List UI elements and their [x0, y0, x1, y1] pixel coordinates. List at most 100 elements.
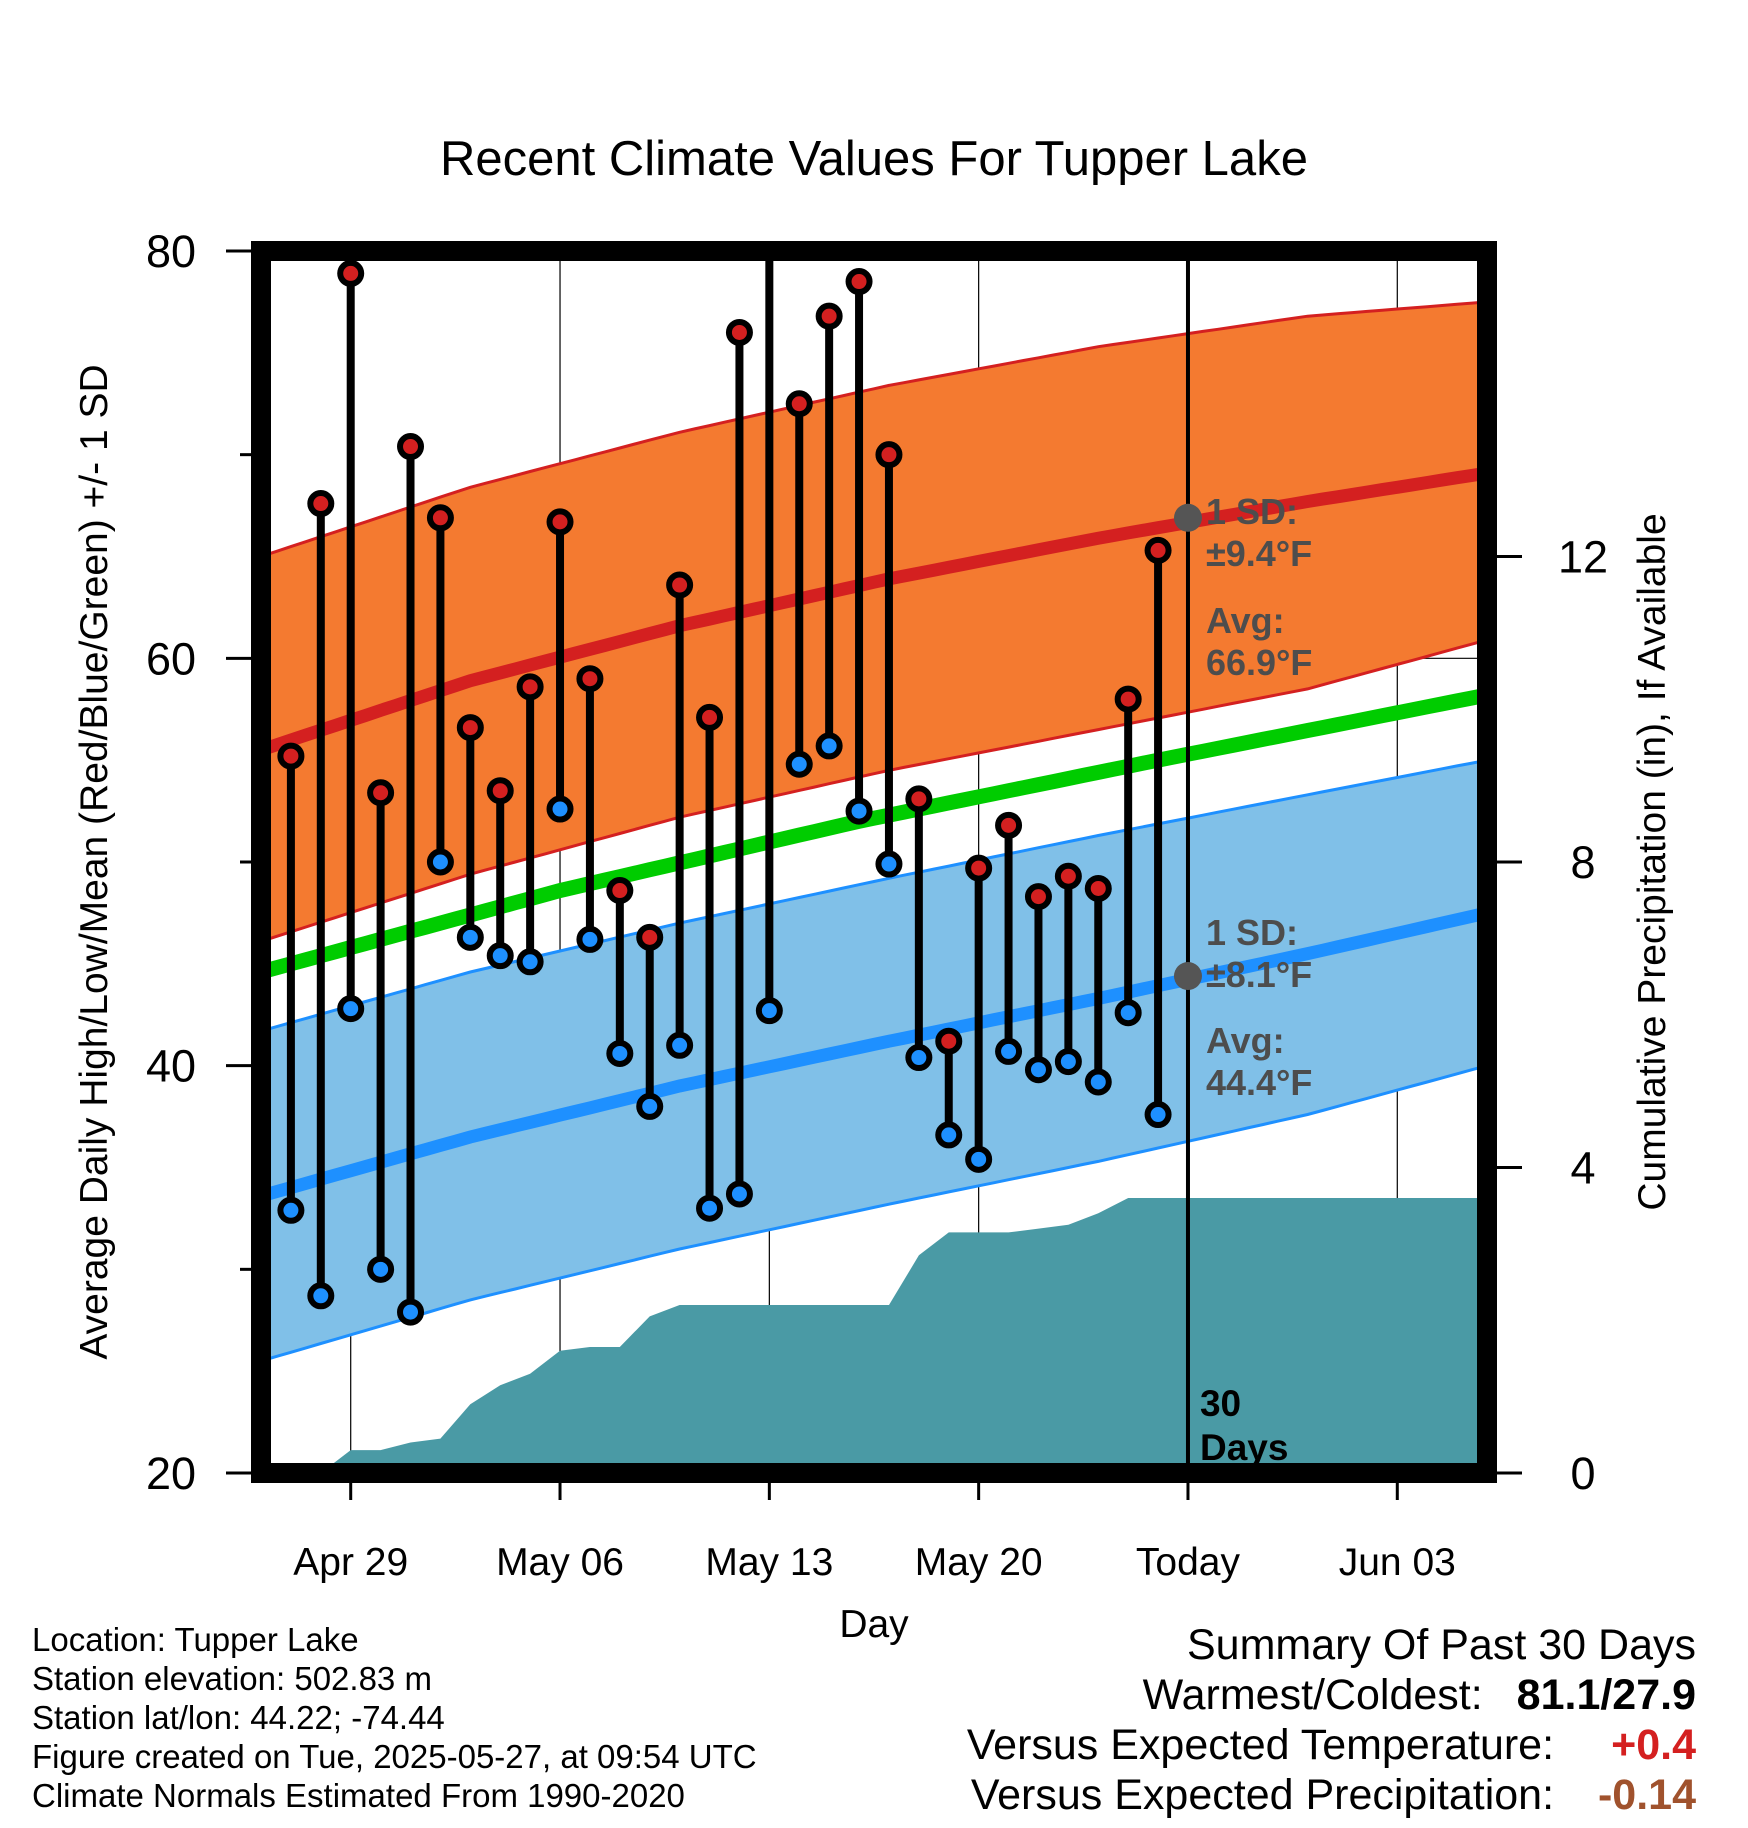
y-tick-label: 20 — [146, 1448, 196, 1499]
observed-high-point — [696, 703, 724, 731]
y2-tick-label: 4 — [1570, 1143, 1595, 1194]
observed-high-point — [666, 571, 694, 599]
low-lower-line — [261, 1064, 1487, 1363]
observed-low-point — [995, 1037, 1023, 1065]
observed-high-point — [785, 390, 813, 418]
observed-low-point — [456, 923, 484, 951]
observed-low-point — [1084, 1068, 1112, 1096]
precip-area-group — [320, 1198, 1487, 1473]
observed-low-point — [576, 925, 604, 953]
observed-high-point — [845, 268, 873, 296]
x-tick-label: May 20 — [915, 1541, 1043, 1584]
observed-low-point — [1144, 1101, 1172, 1129]
x-tick-label: May 06 — [496, 1541, 624, 1584]
observed-high-point — [1054, 862, 1082, 890]
observed-high-point — [759, 218, 780, 239]
observed-low-point — [815, 732, 843, 760]
normal-low-line — [261, 906, 1487, 1203]
observed-high-point — [636, 923, 664, 951]
observed-low-point — [696, 1194, 724, 1222]
observed-high-point — [905, 785, 933, 813]
high-sd-label: 1 SD: — [1206, 491, 1298, 532]
observed-high-point — [277, 742, 305, 770]
location-text: Location: Tupper Lake — [32, 1621, 359, 1658]
observed-low-point — [337, 995, 365, 1023]
observed-high-point — [935, 1027, 963, 1055]
observed-low-point — [785, 750, 813, 778]
observed-high-point — [875, 441, 903, 469]
high-upper-line — [261, 300, 1487, 558]
y-tick-label: 40 — [146, 1041, 196, 1092]
observed-high-point — [486, 777, 514, 805]
low-sd-label: 1 SD: — [1206, 912, 1298, 953]
plot-frame — [251, 241, 1497, 1483]
low-upper-line — [261, 758, 1487, 1033]
observed-low-point — [486, 942, 514, 970]
observed-low-point — [606, 1039, 634, 1067]
summary-warmest-coldest: Warmest/Coldest: 81.1/27.9 — [967, 1670, 1696, 1720]
observed-low-point — [307, 1282, 335, 1310]
precip-area — [320, 1198, 1487, 1473]
observed-low-point — [725, 1180, 753, 1208]
high-sd-value: ±9.4°F — [1206, 533, 1312, 574]
summary-panel: Summary Of Past 30 Days Warmest/Coldest:… — [967, 1620, 1696, 1820]
x-tick-label: Jun 03 — [1339, 1541, 1456, 1584]
temp-departure-label: Versus Expected Temperature: — [966, 1721, 1555, 1769]
observed-low-point — [636, 1092, 664, 1120]
station-info: Location: Tupper Lake Station elevation:… — [32, 1620, 757, 1815]
high-avg-value: 66.9°F — [1206, 642, 1312, 683]
temp-departure-value: +0.4 — [1611, 1721, 1696, 1769]
high-avg-label: Avg: — [1206, 600, 1285, 641]
precip-departure-label: Versus Expected Precipitation: — [970, 1771, 1555, 1819]
observed-high-point — [456, 714, 484, 742]
summary-temp: Versus Expected Temperature: +0.4 — [967, 1720, 1696, 1770]
observed-low-point — [516, 948, 544, 976]
y2-axis-label: Cumulative Precipitation (in), If Availa… — [1631, 513, 1674, 1210]
observed-low-point — [277, 1196, 305, 1224]
high-lower-line — [261, 638, 1487, 943]
observed-high-point — [965, 854, 993, 882]
observed-low-point — [965, 1145, 993, 1173]
observed-high-point — [995, 811, 1023, 839]
period-label-days: Days — [1200, 1427, 1288, 1468]
observed-high-point — [367, 779, 395, 807]
low-sd-value: ±8.1°F — [1206, 954, 1312, 995]
today-high-normal-dot — [1173, 503, 1202, 532]
observed-low-point — [905, 1044, 933, 1072]
normal-mean-line — [261, 687, 1487, 980]
observed-high-point — [397, 433, 425, 461]
observed-low-point — [1054, 1048, 1082, 1076]
y-axis-label: Average Daily High/Low/Mean (Red/Blue/Gr… — [73, 364, 116, 1359]
x-tick-label: Today — [1136, 1541, 1241, 1584]
today-low-normal-dot — [1173, 962, 1202, 991]
observed-high-point — [815, 302, 843, 330]
observed-high-point — [546, 508, 574, 536]
created-text: Figure created on Tue, 2025-05-27, at 09… — [32, 1738, 757, 1775]
warmest-coldest-label: Warmest/Coldest: — [1142, 1671, 1483, 1719]
axes: 20 40 60 80 0 4 8 12 Apr 29 May 06 May 13 May 20 Tod… — [146, 226, 1608, 1584]
low-avg-label: Avg: — [1206, 1020, 1285, 1061]
period-label-number: 30 — [1200, 1383, 1241, 1424]
observed-low-point — [546, 795, 574, 823]
observed-high-point — [606, 877, 634, 905]
y2-tick-label: 8 — [1570, 837, 1595, 888]
observed-low-point — [875, 850, 903, 878]
chart-title: Recent Climate Values For Tupper Lake — [440, 132, 1308, 186]
observed-low-point — [845, 797, 873, 825]
observed-high-point — [1024, 883, 1052, 911]
observed-high-point — [516, 673, 544, 701]
observed-low-point — [666, 1031, 694, 1059]
elevation-text: Station elevation: 502.83 m — [32, 1660, 432, 1697]
y-tick-label: 80 — [146, 226, 196, 277]
normal-high-line — [261, 466, 1487, 757]
warmest-coldest-value: 81.1/27.9 — [1516, 1671, 1696, 1719]
x-axis-label: Day — [839, 1603, 909, 1646]
observed-high-point — [1114, 685, 1142, 713]
x-tick-label: Apr 29 — [293, 1541, 408, 1584]
y-tick-label: 60 — [146, 633, 196, 684]
observed-high-point — [576, 665, 604, 693]
observed-low-point — [1024, 1056, 1052, 1084]
normals-text: Climate Normals Estimated From 1990-2020 — [32, 1777, 685, 1814]
observed-high-point — [307, 490, 335, 518]
